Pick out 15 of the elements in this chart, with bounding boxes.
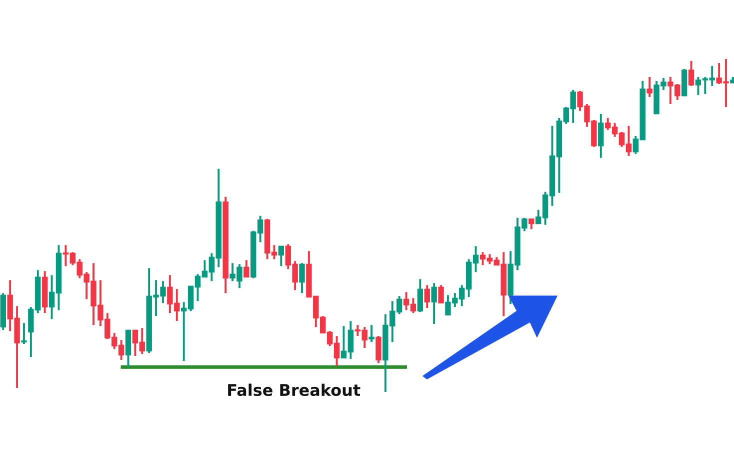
candlestick: [688, 60, 694, 87]
candlestick: [424, 284, 430, 310]
candlestick: [528, 218, 534, 230]
candlestick: [368, 324, 374, 344]
candlestick: [278, 245, 284, 268]
ref-line-label: False Breakout: [228, 384, 360, 396]
candlestick: [438, 284, 444, 304]
candlestick: [598, 112, 604, 159]
candlestick: [21, 322, 27, 346]
candlestick: [431, 282, 437, 326]
candlestick: [244, 259, 250, 278]
candlestick: [646, 76, 652, 98]
candlestick: [376, 335, 382, 364]
candlestick: [299, 262, 305, 294]
candlestick: [417, 278, 424, 314]
